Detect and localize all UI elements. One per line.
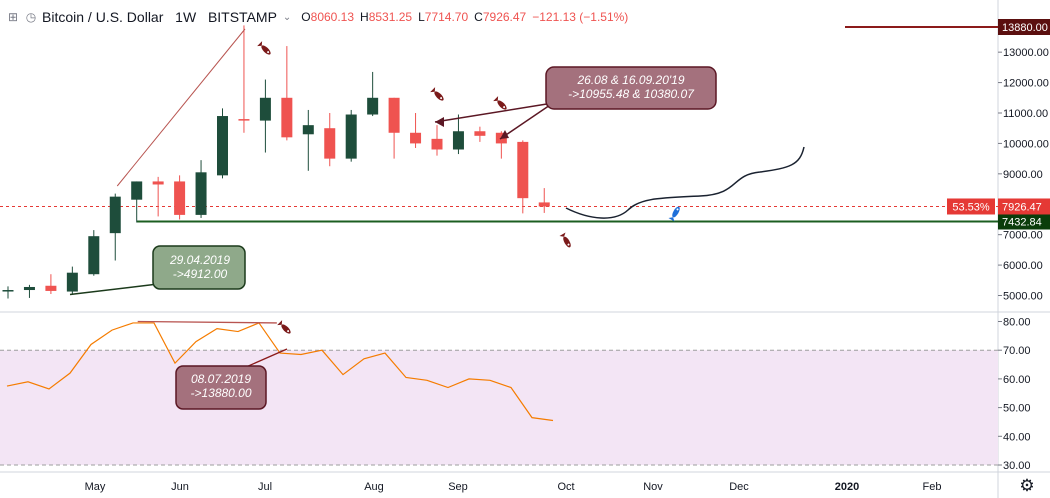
top-annotation-box bbox=[545, 66, 717, 110]
change-value: −121.13 (−1.51%) bbox=[532, 10, 629, 24]
projection-path bbox=[565, 146, 805, 219]
support-label: 7432.84 bbox=[1002, 217, 1042, 229]
chart-header: ⊞ ◷ Bitcoin / U.S. Dollar 1W BITSTAMP ⌄ … bbox=[6, 6, 628, 28]
candle-body bbox=[88, 236, 100, 275]
resistance-label-box bbox=[998, 19, 1050, 35]
low-callout-pointer bbox=[69, 283, 159, 296]
candle-body bbox=[66, 272, 78, 292]
high-value: H8531.25 bbox=[360, 10, 413, 24]
bearish-rocket-icon bbox=[430, 87, 444, 101]
candle-body bbox=[431, 138, 443, 150]
bearish-rocket-icon bbox=[257, 41, 271, 55]
price-tick-label: 5000.00 bbox=[1003, 291, 1043, 303]
candle-body bbox=[238, 119, 250, 121]
candle-body bbox=[2, 290, 14, 292]
candle-body bbox=[152, 181, 164, 185]
rsi-tick-label: 30.00 bbox=[1003, 460, 1031, 472]
last-price-label: 7926.47 bbox=[1002, 201, 1042, 213]
price-tick-label: 12000.00 bbox=[1003, 78, 1049, 90]
candle-body bbox=[259, 97, 271, 121]
rsi-band bbox=[0, 350, 998, 465]
interval-label[interactable]: 1W bbox=[175, 9, 197, 25]
candle-body bbox=[410, 132, 422, 144]
time-tick-label: Feb bbox=[923, 481, 942, 493]
low-annotation-text: ->4912.00 bbox=[173, 267, 228, 281]
time-tick-label: Dec bbox=[729, 481, 749, 493]
low-value: L7714.70 bbox=[418, 10, 469, 24]
rsi-tick-label: 80.00 bbox=[1003, 317, 1031, 329]
candle-body bbox=[23, 286, 35, 291]
time-tick-label: Nov bbox=[643, 481, 663, 493]
last-price-pct-box bbox=[947, 198, 995, 215]
candle-body bbox=[131, 181, 143, 200]
top-callout-arrow-1 bbox=[435, 117, 444, 127]
time-tick-label: Sep bbox=[448, 481, 468, 493]
bearish-rocket-icon bbox=[277, 320, 291, 334]
price-tick-label: 7000.00 bbox=[1003, 230, 1043, 242]
bullish-rocket-icon bbox=[668, 206, 680, 222]
expand-icon[interactable]: ⊞ bbox=[7, 10, 19, 24]
top-annotation-text: ->10955.48 & 10380.07 bbox=[568, 87, 695, 101]
price-tick-label: 10000.00 bbox=[1003, 138, 1049, 150]
candle-body bbox=[324, 128, 336, 159]
candle-body bbox=[388, 97, 400, 133]
time-tick-label: 2020 bbox=[835, 481, 859, 493]
low-annotation-text: 29.04.2019 bbox=[169, 253, 230, 267]
time-tick-label: Aug bbox=[364, 481, 384, 493]
gear-icon[interactable]: ⚙ bbox=[1019, 476, 1035, 495]
chevron-down-icon[interactable]: ⌄ bbox=[282, 11, 292, 23]
bearish-rocket-icon bbox=[493, 96, 507, 110]
time-tick-label: Jul bbox=[258, 481, 272, 493]
candle-body bbox=[45, 285, 57, 291]
candle-body bbox=[517, 141, 529, 199]
exchange-label[interactable]: BITSTAMP bbox=[207, 9, 277, 25]
candle-body bbox=[195, 172, 207, 215]
bearish-rocket-icon bbox=[559, 232, 571, 248]
candle-body bbox=[109, 196, 121, 234]
candle-body bbox=[302, 125, 314, 135]
candle-body bbox=[452, 131, 464, 150]
price-tick-label: 13000.00 bbox=[1003, 47, 1049, 59]
rsi-tick-label: 40.00 bbox=[1003, 431, 1031, 443]
price-tick-label: 6000.00 bbox=[1003, 260, 1043, 272]
rsi-annotation-box bbox=[175, 365, 267, 410]
top-callout-pointer-2 bbox=[499, 102, 554, 140]
open-value: O8060.13 bbox=[301, 10, 355, 24]
time-tick-label: May bbox=[85, 481, 106, 493]
price-tick-label: 9000.00 bbox=[1003, 169, 1043, 181]
top-annotation-text: 26.08 & 16.09.20'19 bbox=[576, 73, 684, 87]
rsi-tick-label: 50.00 bbox=[1003, 403, 1031, 415]
rsi-series-line bbox=[6, 322, 554, 422]
candle-body bbox=[538, 202, 550, 207]
time-tick-label: Jun bbox=[171, 481, 189, 493]
candle-body bbox=[217, 116, 228, 176]
resistance-label: 13880.00 bbox=[1002, 22, 1048, 34]
candle-body bbox=[281, 97, 293, 138]
close-value: C7926.47 bbox=[474, 10, 527, 24]
candle-body bbox=[367, 97, 379, 115]
last-price-pct: 53.53% bbox=[952, 201, 990, 213]
rsi-tick-label: 60.00 bbox=[1003, 374, 1031, 386]
top-callout-pointer-1 bbox=[434, 102, 554, 123]
price-tick-label: 11000.00 bbox=[1003, 108, 1048, 120]
candle-body bbox=[174, 181, 186, 215]
support-label-box bbox=[998, 213, 1050, 230]
last-price-label-box bbox=[998, 198, 1050, 215]
rsi-tick-label: 70.00 bbox=[1003, 345, 1031, 357]
rsi-annotation-text: 08.07.2019 bbox=[191, 372, 251, 386]
clock-icon[interactable]: ◷ bbox=[25, 10, 37, 24]
price-trend-line bbox=[116, 28, 246, 187]
top-callout-arrow-2 bbox=[500, 130, 509, 139]
rsi-divergence-line bbox=[137, 320, 277, 324]
time-tick-label: Oct bbox=[557, 481, 574, 493]
rsi-annotation-text: ->13880.00 bbox=[190, 386, 251, 400]
candle-body bbox=[345, 114, 357, 159]
low-annotation-box bbox=[152, 245, 246, 290]
candle-body bbox=[474, 131, 486, 136]
symbol-title[interactable]: Bitcoin / U.S. Dollar bbox=[42, 9, 164, 25]
